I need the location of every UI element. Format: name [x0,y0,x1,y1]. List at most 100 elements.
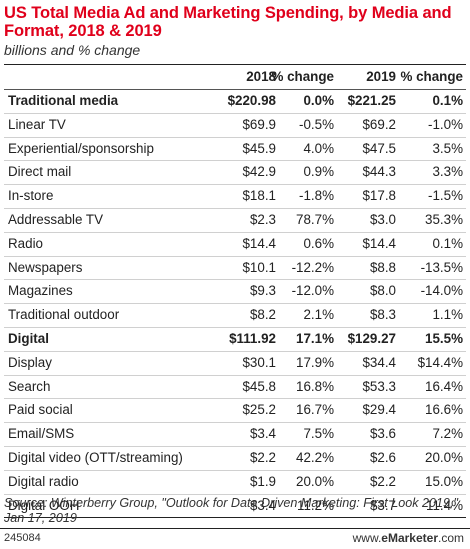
change-2018: 0.6% [303,235,334,251]
chart-id: 245084 [4,532,41,544]
change-2019: -13.5% [420,259,463,275]
value-2019: $44.3 [362,164,396,180]
change-2019: 0.1% [432,235,463,251]
table-row: Traditional outdoor $8.2 2.1% $8.3 1.1% [4,304,466,328]
value-2018: $3.4 [249,497,276,513]
table-header-row: 2018 % change 2019 % change [4,65,466,90]
value-2018: $2.2 [249,449,276,465]
value-2018: $3.4 [249,426,276,442]
row-label: Traditional outdoor [8,307,120,323]
chart-title: US Total Media Ad and Marketing Spending… [4,4,452,40]
change-2019: 15.0% [425,473,463,489]
change-2019: 35.3% [425,211,463,227]
change-2019: 11.4% [426,497,463,513]
row-label: Linear TV [8,116,66,132]
value-2019: $14.4 [362,235,396,251]
value-2019: $47.5 [362,140,396,156]
table-row: Digital video (OTT/streaming) $2.2 42.2% $2… [4,447,466,471]
table-row: Direct mail $42.9 0.9% $44.3 3.3% [4,161,466,186]
table-row: Digital OOH $3.4 11.2% $3.7 11.4% [4,495,466,519]
table-row: Paid social $25.2 16.7% $29.4 16.6% [4,399,466,424]
value-2018: $42.9 [242,164,276,180]
row-label: Paid social [8,402,73,418]
value-2018: $45.9 [242,140,276,156]
value-2019: $69.2 [362,116,396,132]
value-2019: $29.4 [362,402,396,418]
change-2018: 17.9% [296,354,334,370]
change-2019: 1.1% [432,307,463,323]
value-2019: $53.3 [362,378,396,394]
brand-name: eMarketer [381,531,438,545]
change-2018: 0.9% [303,164,334,180]
value-2018: $45.8 [242,378,276,394]
value-2019: $8.3 [369,307,396,323]
value-2018: $9.3 [249,283,276,299]
value-2018: $30.1 [242,354,276,370]
change-2019: -1.5% [428,188,463,204]
source-note: Source: Winterberry Group, "Outlook for … [4,496,458,525]
row-label: Search [8,378,51,394]
change-2018: 16.7% [296,402,334,418]
value-2019: $2.2 [369,473,396,489]
row-label: In-store [8,188,54,204]
table-row: Email/SMS $3.4 7.5% $3.6 7.2% [4,423,466,447]
row-label: Addressable TV [8,211,104,227]
row-label: Radio [8,235,43,251]
value-2018: $111.92 [229,330,276,346]
column-header-2018: 2018 [246,69,276,84]
value-2019: $8.0 [369,283,396,299]
change-2019: 15.5% [425,330,463,346]
column-header-2019: 2019 [366,69,396,84]
change-2019: -14.0% [420,283,463,299]
value-2018: $25.2 [242,402,276,418]
chart-subtitle: billions and % change [4,42,141,58]
value-2019: $129.27 [347,330,396,346]
change-2018: -1.8% [299,188,334,204]
table-row: Newspapers $10.1 -12.2% $8.8 -13.5% [4,257,466,281]
row-label: Display [8,354,52,370]
value-2018: $69.9 [242,116,276,132]
change-2018: 42.2% [296,449,334,465]
row-label: Newspapers [8,259,83,275]
change-2018: 11.2% [297,497,334,513]
change-2018: -12.2% [291,259,334,275]
brand-link[interactable]: www.eMarketer.com [353,531,464,545]
change-2019: 7.2% [432,426,463,442]
change-2018: 2.1% [303,307,334,323]
data-table: 2018 % change 2019 % change Traditional … [4,64,466,519]
value-2019: $34.4 [362,354,396,370]
change-2018: 0.0% [303,93,334,108]
value-2018: $2.3 [249,211,276,227]
row-label: Digital radio [8,473,79,489]
table-row: Experiential/sponsorship $45.9 4.0% $47.5 3.… [4,138,466,162]
row-label: Direct mail [8,164,72,180]
value-2018: $14.4 [242,235,276,251]
change-2018: 4.0% [303,140,334,156]
change-2019: 20.0% [425,449,463,465]
table-row: Linear TV $69.9 -0.5% $69.2 -1.0% [4,114,466,138]
table-section-row: Digital $111.92 17.1% $129.27 15.5% [4,328,466,352]
change-2018: -12.0% [291,283,334,299]
table-row: Addressable TV $2.3 78.7% $3.0 35.3% [4,209,466,233]
change-2018: 17.1% [296,330,334,346]
brand-suffix: .com [437,531,464,545]
change-2019: 3.3% [432,164,463,180]
row-label: Traditional media [8,93,119,108]
row-label: Magazines [8,283,73,299]
chart-header: US Total Media Ad and Marketing Spending… [4,4,466,59]
column-header-change-2018: % change [271,69,334,84]
value-2018: $220.98 [227,93,276,108]
table-section-row: Traditional media $220.98 0.0% $221.25 0.1% [4,90,466,114]
change-2019: 16.6% [425,402,463,418]
row-label: Experiential/sponsorship [8,140,154,156]
value-2019: $3.7 [369,497,396,513]
change-2018: 78.7% [296,211,334,227]
change-2019: 16.4% [425,378,463,394]
value-2019: $3.6 [369,426,396,442]
value-2019: $221.25 [347,93,396,108]
value-2019: $3.0 [369,211,396,227]
change-2019: 0.1% [432,93,463,108]
value-2018: $1.9 [249,473,276,489]
value-2018: $8.2 [249,307,276,323]
change-2018: 7.5% [303,426,334,442]
